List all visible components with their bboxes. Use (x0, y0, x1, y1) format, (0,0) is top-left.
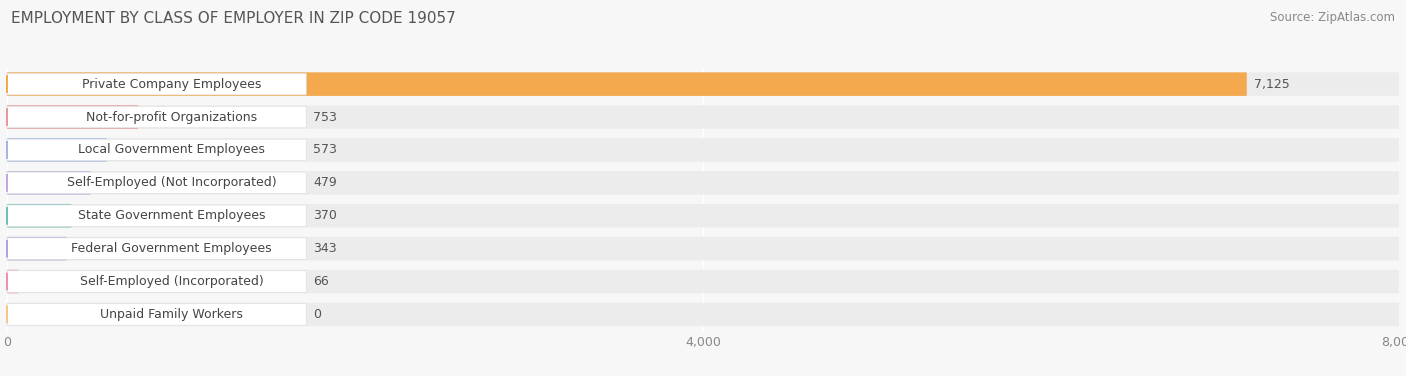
Text: 343: 343 (314, 242, 337, 255)
Text: 370: 370 (314, 209, 337, 222)
Text: State Government Employees: State Government Employees (77, 209, 266, 222)
Text: 0: 0 (314, 308, 321, 321)
Text: Federal Government Employees: Federal Government Employees (72, 242, 271, 255)
Text: Self-Employed (Not Incorporated): Self-Employed (Not Incorporated) (67, 176, 277, 190)
Text: Source: ZipAtlas.com: Source: ZipAtlas.com (1270, 11, 1395, 24)
FancyBboxPatch shape (7, 271, 307, 292)
FancyBboxPatch shape (7, 270, 1399, 293)
Text: 479: 479 (314, 176, 337, 190)
FancyBboxPatch shape (7, 204, 1399, 227)
FancyBboxPatch shape (7, 138, 1399, 162)
Text: 66: 66 (314, 275, 329, 288)
FancyBboxPatch shape (7, 204, 72, 227)
FancyBboxPatch shape (7, 205, 307, 226)
Text: 573: 573 (314, 143, 337, 156)
FancyBboxPatch shape (7, 72, 1399, 96)
FancyBboxPatch shape (7, 237, 66, 261)
Text: 753: 753 (314, 111, 337, 124)
FancyBboxPatch shape (7, 238, 307, 259)
FancyBboxPatch shape (7, 139, 307, 161)
Text: Not-for-profit Organizations: Not-for-profit Organizations (86, 111, 257, 124)
FancyBboxPatch shape (7, 304, 307, 325)
FancyBboxPatch shape (7, 237, 1399, 261)
FancyBboxPatch shape (7, 172, 307, 194)
Text: Unpaid Family Workers: Unpaid Family Workers (100, 308, 243, 321)
Text: 7,125: 7,125 (1254, 77, 1289, 91)
FancyBboxPatch shape (7, 105, 138, 129)
FancyBboxPatch shape (7, 270, 18, 293)
FancyBboxPatch shape (7, 73, 307, 95)
FancyBboxPatch shape (7, 105, 1399, 129)
FancyBboxPatch shape (7, 171, 1399, 195)
Text: Local Government Employees: Local Government Employees (79, 143, 266, 156)
FancyBboxPatch shape (7, 303, 1399, 326)
Text: EMPLOYMENT BY CLASS OF EMPLOYER IN ZIP CODE 19057: EMPLOYMENT BY CLASS OF EMPLOYER IN ZIP C… (11, 11, 456, 26)
FancyBboxPatch shape (7, 106, 307, 128)
Text: Private Company Employees: Private Company Employees (82, 77, 262, 91)
FancyBboxPatch shape (7, 72, 1247, 96)
FancyBboxPatch shape (7, 138, 107, 162)
FancyBboxPatch shape (7, 171, 90, 195)
Text: Self-Employed (Incorporated): Self-Employed (Incorporated) (80, 275, 263, 288)
